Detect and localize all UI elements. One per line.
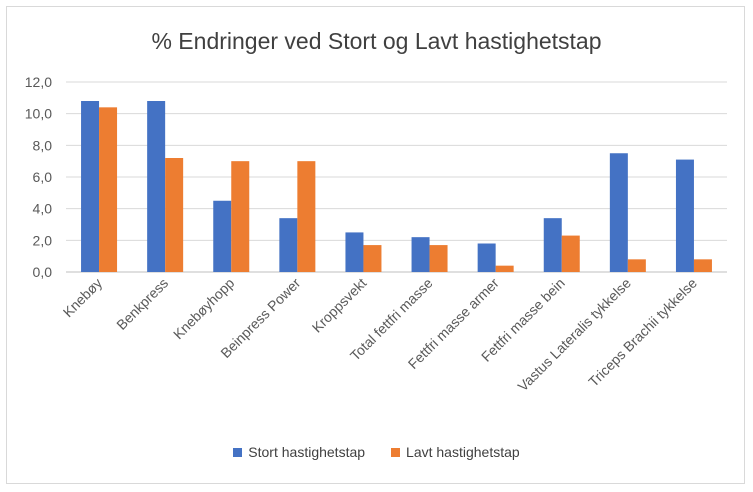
y-tick-label: 0,0 bbox=[33, 264, 53, 280]
x-tick-label: Benkpress bbox=[113, 275, 171, 333]
bar-lavt bbox=[297, 161, 316, 272]
bar-lavt bbox=[165, 158, 184, 272]
x-tick-label: Knebøy bbox=[60, 275, 105, 320]
bar-stort bbox=[477, 243, 496, 272]
x-tick-label: Knebøyhopp bbox=[170, 275, 238, 343]
legend-swatch bbox=[391, 447, 401, 457]
bar-lavt bbox=[99, 107, 118, 272]
legend-label: Stort hastighetstap bbox=[248, 444, 366, 460]
bar-lavt bbox=[627, 259, 646, 272]
legend-swatch bbox=[233, 447, 243, 457]
bar-stort bbox=[213, 200, 232, 272]
bar-stort bbox=[345, 232, 364, 272]
bar-stort bbox=[411, 237, 430, 272]
chart-title: % Endringer ved Stort og Lavt hastighets… bbox=[151, 28, 602, 54]
legend: Stort hastighetstap Lavt hastighetstap bbox=[0, 444, 753, 460]
legend-item-lavt: Lavt hastighetstap bbox=[391, 444, 520, 460]
y-tick-label: 4,0 bbox=[33, 201, 53, 217]
y-tick-label: 8,0 bbox=[33, 137, 53, 153]
bar-stort bbox=[147, 101, 166, 272]
bar-lavt bbox=[429, 245, 448, 272]
legend-item-stort: Stort hastighetstap bbox=[233, 444, 365, 460]
bar-lavt bbox=[231, 161, 250, 272]
y-tick-label: 6,0 bbox=[33, 169, 53, 185]
bar-lavt bbox=[561, 235, 580, 272]
bar-stort bbox=[279, 218, 298, 272]
y-tick-label: 10,0 bbox=[25, 106, 52, 122]
x-tick-label: Triceps Brachii tykkelse bbox=[585, 275, 700, 390]
x-tick-label: Vastus Lateralis tykkelse bbox=[514, 275, 634, 395]
bar-lavt bbox=[363, 245, 382, 272]
bar-stort bbox=[543, 218, 562, 272]
bar-stort bbox=[609, 153, 628, 272]
y-tick-label: 12,0 bbox=[25, 74, 52, 90]
bar-lavt bbox=[495, 265, 514, 272]
bar-stort bbox=[675, 159, 694, 272]
legend-label: Lavt hastighetstap bbox=[406, 444, 520, 460]
x-tick-label: Kroppsvekt bbox=[309, 275, 370, 336]
y-tick-label: 2,0 bbox=[33, 232, 53, 248]
bar-stort bbox=[81, 101, 100, 272]
bar-lavt bbox=[693, 259, 712, 272]
